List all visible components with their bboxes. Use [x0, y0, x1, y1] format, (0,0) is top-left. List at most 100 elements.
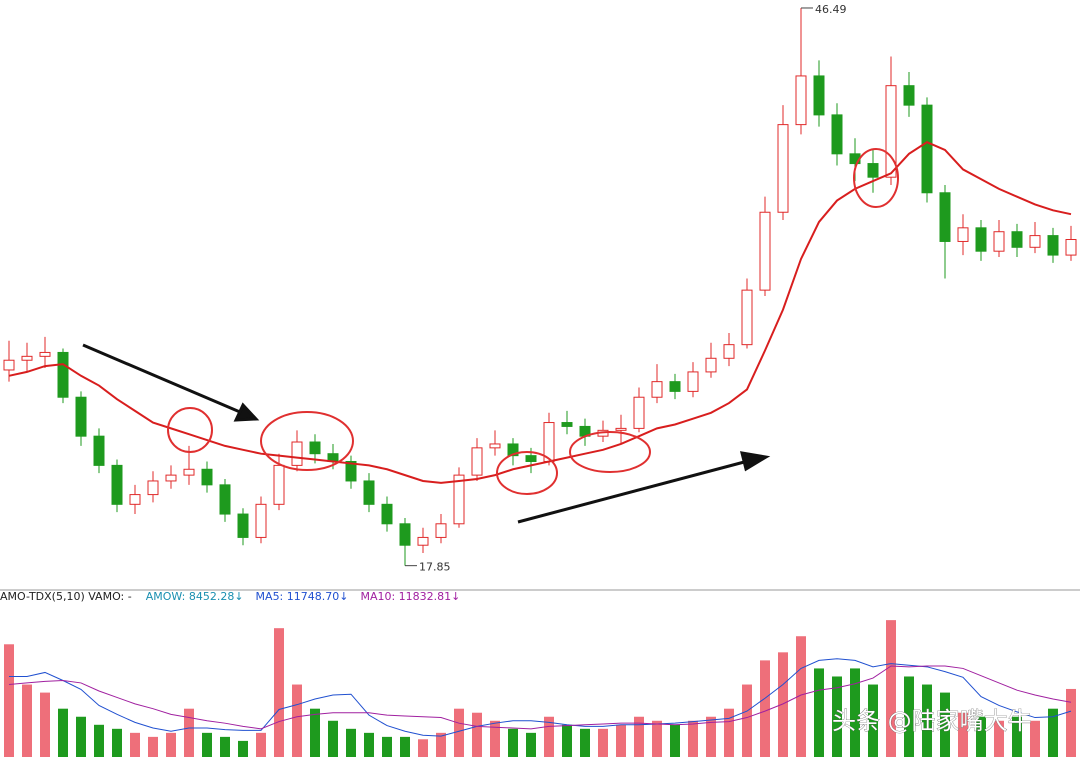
- candle-body: [885, 85, 897, 178]
- volume-bar: [274, 628, 284, 757]
- candle-body: [777, 124, 789, 213]
- volume-bar: [778, 652, 788, 757]
- volume-bar: [760, 660, 770, 757]
- volume-bar: [58, 708, 68, 757]
- moving-average: [8, 141, 1072, 484]
- candle-body: [687, 371, 699, 392]
- volume-bar: [814, 668, 824, 757]
- circle: [569, 431, 651, 473]
- arrows: [82, 343, 771, 524]
- volume-bar: [652, 720, 662, 757]
- candle-body: [57, 351, 69, 398]
- candle-body: [39, 351, 51, 357]
- volume-bar: [616, 724, 626, 757]
- candle-body: [435, 523, 447, 538]
- candle-body: [561, 422, 573, 427]
- candle-body: [939, 192, 951, 242]
- candle-body: [237, 513, 249, 538]
- candle-body: [273, 464, 285, 505]
- volume-bar: [958, 712, 968, 757]
- candle-body: [183, 468, 195, 476]
- volume-bar: [670, 724, 680, 757]
- candle-body: [291, 441, 303, 466]
- circle: [853, 148, 899, 208]
- candle-body: [651, 381, 663, 398]
- volume-bar: [490, 720, 500, 757]
- volume-bar: [796, 636, 806, 757]
- candle-body: [381, 503, 393, 525]
- candle-body: [489, 443, 501, 449]
- candle-body: [507, 443, 519, 457]
- circle: [496, 451, 558, 495]
- arrow-line: [517, 459, 749, 524]
- candle-body: [525, 455, 537, 462]
- volume-bar: [22, 684, 32, 757]
- volume-bar: [184, 708, 194, 757]
- volume-bar: [238, 740, 248, 757]
- candle-body: [417, 536, 429, 546]
- max-label: 46.49: [815, 3, 847, 16]
- volume-bar: [508, 728, 518, 757]
- volume-bar: [634, 716, 644, 757]
- candle-body: [165, 474, 177, 482]
- volume-bar: [1066, 688, 1076, 757]
- volume-bar: [76, 716, 86, 757]
- min-label: 17.85: [419, 561, 451, 574]
- volume-bar: [598, 728, 608, 757]
- volume-bar: [472, 712, 482, 757]
- candle-body: [21, 355, 33, 361]
- volume-bar: [1012, 716, 1022, 757]
- annotations: [167, 148, 899, 495]
- volume-bar: [4, 644, 14, 757]
- candle-body: [345, 460, 357, 482]
- candle-body: [1011, 231, 1023, 248]
- candle-body: [471, 447, 483, 476]
- volume-bar: [1048, 708, 1058, 757]
- candle-body: [795, 75, 807, 126]
- volume-bar: [454, 708, 464, 757]
- volume-bar: [742, 684, 752, 757]
- volume-bar: [436, 732, 446, 757]
- volume-bar: [220, 736, 230, 757]
- volume-bar: [994, 720, 1004, 757]
- candle-body: [453, 474, 465, 525]
- volume-bar: [922, 684, 932, 757]
- volume-ma: [9, 658, 1072, 737]
- candle-body: [669, 381, 681, 392]
- volume-bar: [148, 736, 158, 757]
- volume-bar: [904, 676, 914, 757]
- candle-body: [813, 75, 825, 116]
- volume-bar: [364, 732, 374, 757]
- volume-bar: [850, 668, 860, 757]
- candle-body: [741, 289, 753, 346]
- volume-bar: [724, 708, 734, 757]
- volume-bar: [94, 724, 104, 757]
- volume-bar: [580, 728, 590, 757]
- indicator-title: AMO-TDX(5,10) VAMO: -: [0, 590, 132, 603]
- arrow-line: [82, 343, 241, 414]
- circle: [167, 407, 213, 453]
- volume-bar: [562, 724, 572, 757]
- candle-body: [1047, 235, 1059, 256]
- candle-body: [309, 441, 321, 455]
- volume-bar: [418, 739, 428, 757]
- candle-body: [75, 396, 87, 437]
- volume-bar: [832, 676, 842, 757]
- candle-body: [867, 163, 879, 178]
- candle-body: [1065, 239, 1077, 256]
- volume-bar: [40, 692, 50, 757]
- volume-ma: [8, 665, 1072, 730]
- volume-bar: [976, 716, 986, 757]
- volume-bar: [400, 736, 410, 757]
- candle-body: [831, 114, 843, 155]
- circle: [260, 411, 354, 471]
- candle-body: [363, 480, 375, 505]
- candle-body: [759, 211, 771, 291]
- candle-body: [615, 427, 627, 431]
- candle-body: [705, 357, 717, 373]
- candle-body: [255, 503, 267, 538]
- volume-bar: [112, 728, 122, 757]
- candle-body: [975, 227, 987, 252]
- candle-body: [129, 494, 141, 505]
- legend-entry: MA5: 11748.70↓: [256, 590, 349, 603]
